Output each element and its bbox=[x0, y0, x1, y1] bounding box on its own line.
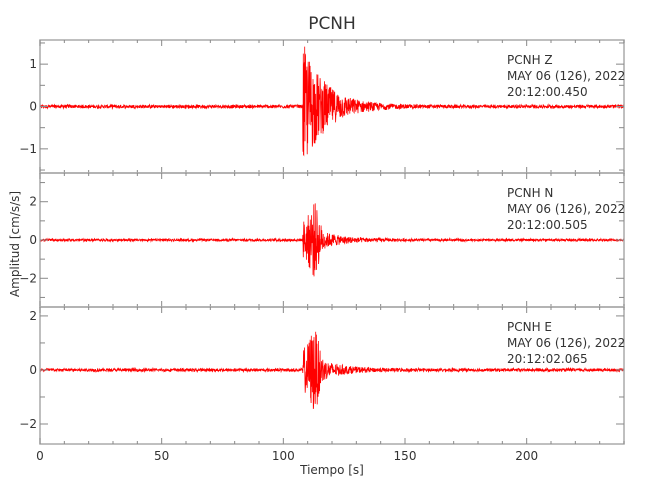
waveform-e bbox=[39, 331, 625, 409]
panel-e: −2 0 2 PCNH E MAY 06 (126), 2022 20:12:02.065 bbox=[19, 306, 625, 445]
time-label: 20:12:02.065 bbox=[507, 352, 588, 366]
panel-z: −1 0 1 PCNH Z MAY 06 (126), 2022 20:12:00.450 bbox=[19, 39, 625, 174]
y-tick-label: 2 bbox=[29, 195, 37, 209]
date-label: MAY 06 (126), 2022 bbox=[507, 336, 625, 350]
x-axis-label: Tiempo [s] bbox=[299, 463, 364, 477]
x-tick-label: 50 bbox=[154, 449, 169, 463]
time-label: 20:12:00.450 bbox=[507, 85, 588, 99]
y-tick-label: 0 bbox=[29, 233, 37, 247]
y-tick-label: 1 bbox=[29, 57, 37, 71]
time-label: 20:12:00.505 bbox=[507, 218, 588, 232]
waveform-z bbox=[39, 46, 625, 157]
station-component-label: PCNH Z bbox=[507, 53, 553, 67]
panel-n: −2 0 2 PCNH N MAY 06 (126), 2022 20:12:00.505 bbox=[19, 172, 625, 308]
y-tick-label: −2 bbox=[19, 271, 37, 285]
chart-title: PCNH bbox=[308, 14, 356, 34]
date-label: MAY 06 (126), 2022 bbox=[507, 202, 625, 216]
date-label: MAY 06 (126), 2022 bbox=[507, 69, 625, 83]
station-component-label: PCNH E bbox=[507, 320, 552, 334]
x-tick-label: 100 bbox=[272, 449, 295, 463]
y-tick-label: −1 bbox=[19, 142, 37, 156]
y-axis-label: Amplitud [cm/s/s] bbox=[8, 191, 22, 297]
x-tick-label: 0 bbox=[36, 449, 44, 463]
y-tick-label: 0 bbox=[29, 100, 37, 114]
x-tick-label: 200 bbox=[515, 449, 538, 463]
station-component-label: PCNH N bbox=[507, 186, 553, 200]
y-tick-label: −2 bbox=[19, 417, 37, 431]
y-tick-label: 2 bbox=[29, 309, 37, 323]
waveform-n bbox=[39, 203, 625, 277]
y-tick-label: 0 bbox=[29, 363, 37, 377]
x-tick-label: 150 bbox=[394, 449, 417, 463]
